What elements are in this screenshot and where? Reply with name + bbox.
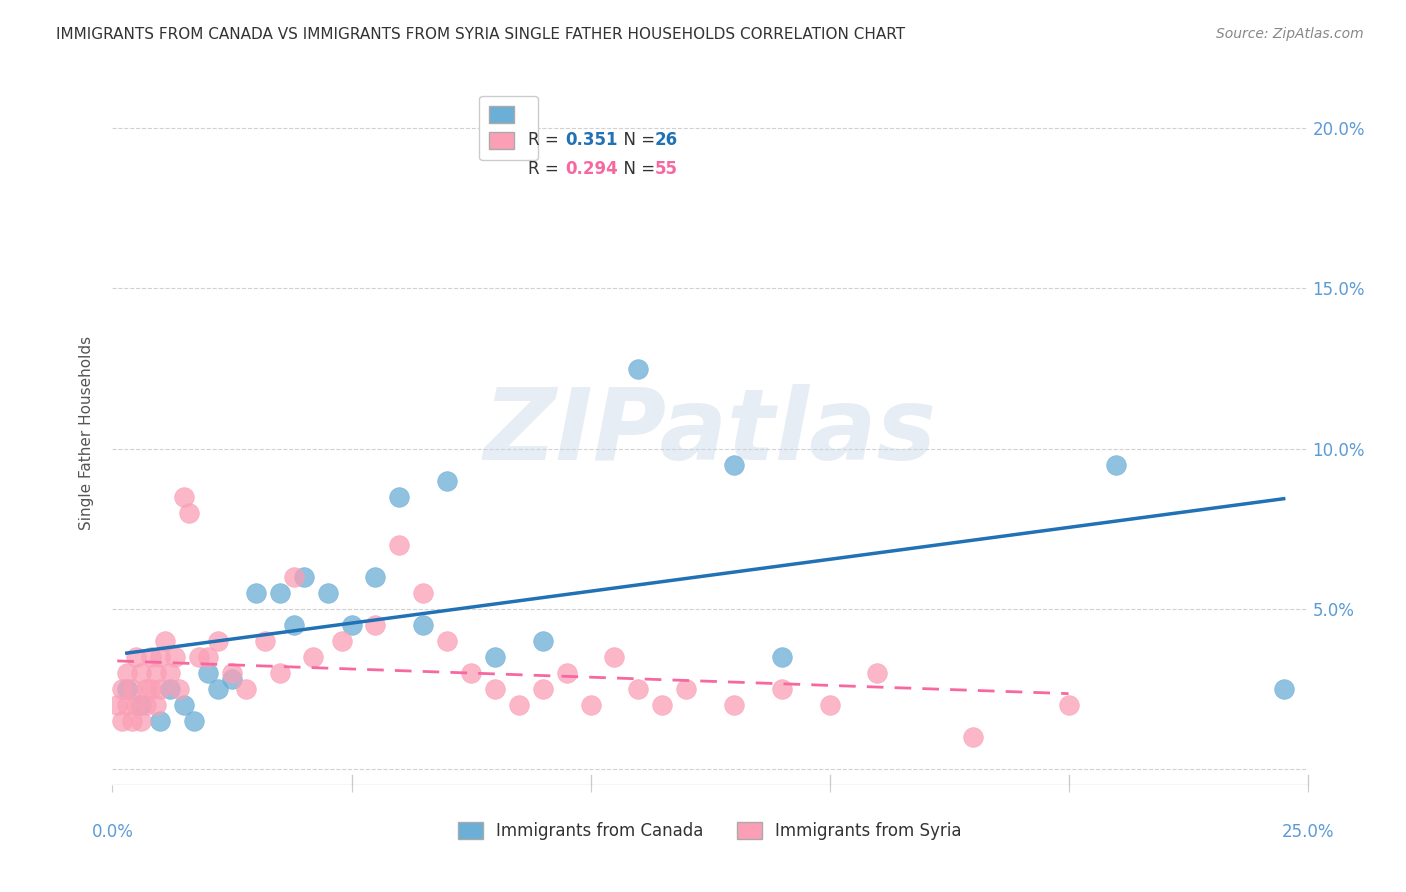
Point [187,649,209,664]
Point [207,681,229,696]
Point [197,649,219,664]
Point [330,633,353,648]
Point [866,665,889,680]
Point [173,698,195,712]
Point [723,698,745,712]
Point [125,649,148,664]
Point [388,490,411,504]
Point [121,681,143,696]
Point [129,714,152,728]
Text: IMMIGRANTS FROM CANADA VS IMMIGRANTS FROM SYRIA SINGLE FATHER HOUSEHOLDS CORRELA: IMMIGRANTS FROM CANADA VS IMMIGRANTS FRO… [56,27,905,42]
Legend: Immigrants from Canada, Immigrants from Syria: Immigrants from Canada, Immigrants from … [451,815,969,847]
Text: 0.294: 0.294 [565,161,617,178]
Point [603,649,626,664]
Text: 55: 55 [655,161,678,178]
Point [283,570,305,584]
Point [149,649,172,664]
Point [531,681,554,696]
Point [145,665,167,680]
Point [129,698,152,712]
Point [111,714,134,728]
Point [135,698,157,712]
Point [627,361,650,376]
Text: 0.351: 0.351 [565,131,617,149]
Point [139,681,162,696]
Point [139,649,162,664]
Point [269,586,291,600]
Point [153,633,176,648]
Point [292,570,315,584]
Point [245,586,267,600]
Point [723,458,745,472]
Point [254,633,277,648]
Point [1272,681,1295,696]
Point [197,665,219,680]
Point [364,570,387,584]
Point [283,617,305,632]
Point [269,665,291,680]
Point [316,586,339,600]
Point [115,698,138,712]
Point [651,698,673,712]
Point [579,698,602,712]
Point [302,649,325,664]
Point [555,665,578,680]
Point [149,714,172,728]
Point [115,681,138,696]
Point [121,714,143,728]
Point [183,714,205,728]
Point [115,665,138,680]
Point [159,681,181,696]
Point [221,665,243,680]
Point [221,673,243,687]
Point [818,698,841,712]
Text: N =: N = [613,161,661,178]
Point [340,617,363,632]
Text: ZIPatlas: ZIPatlas [484,384,936,481]
Point [364,617,387,632]
Point [436,633,458,648]
Point [159,665,181,680]
Point [105,698,128,712]
Point [484,681,506,696]
Point [675,681,697,696]
Text: 0.0%: 0.0% [91,823,134,841]
Point [111,681,134,696]
Point [531,633,554,648]
Point [129,665,152,680]
Point [207,633,229,648]
Point [770,649,793,664]
Point [508,698,530,712]
Text: R =: R = [529,131,564,149]
Text: 26: 26 [655,131,678,149]
Point [1057,698,1080,712]
Point [125,698,148,712]
Point [412,617,434,632]
Y-axis label: Single Father Households: Single Father Households [79,335,94,530]
Point [460,665,482,680]
Point [436,474,458,488]
Text: R =: R = [529,161,564,178]
Point [145,698,167,712]
Point [388,538,411,552]
Point [173,490,195,504]
Point [235,681,257,696]
Text: N =: N = [613,131,661,149]
Point [177,506,200,520]
Point [169,681,191,696]
Point [484,649,506,664]
Point [412,586,434,600]
Point [1105,458,1128,472]
Point [770,681,793,696]
Point [627,681,650,696]
Point [135,681,157,696]
Point [149,681,172,696]
Point [163,649,186,664]
Point [962,730,984,744]
Text: Source: ZipAtlas.com: Source: ZipAtlas.com [1216,27,1364,41]
Text: 25.0%: 25.0% [1281,823,1334,841]
